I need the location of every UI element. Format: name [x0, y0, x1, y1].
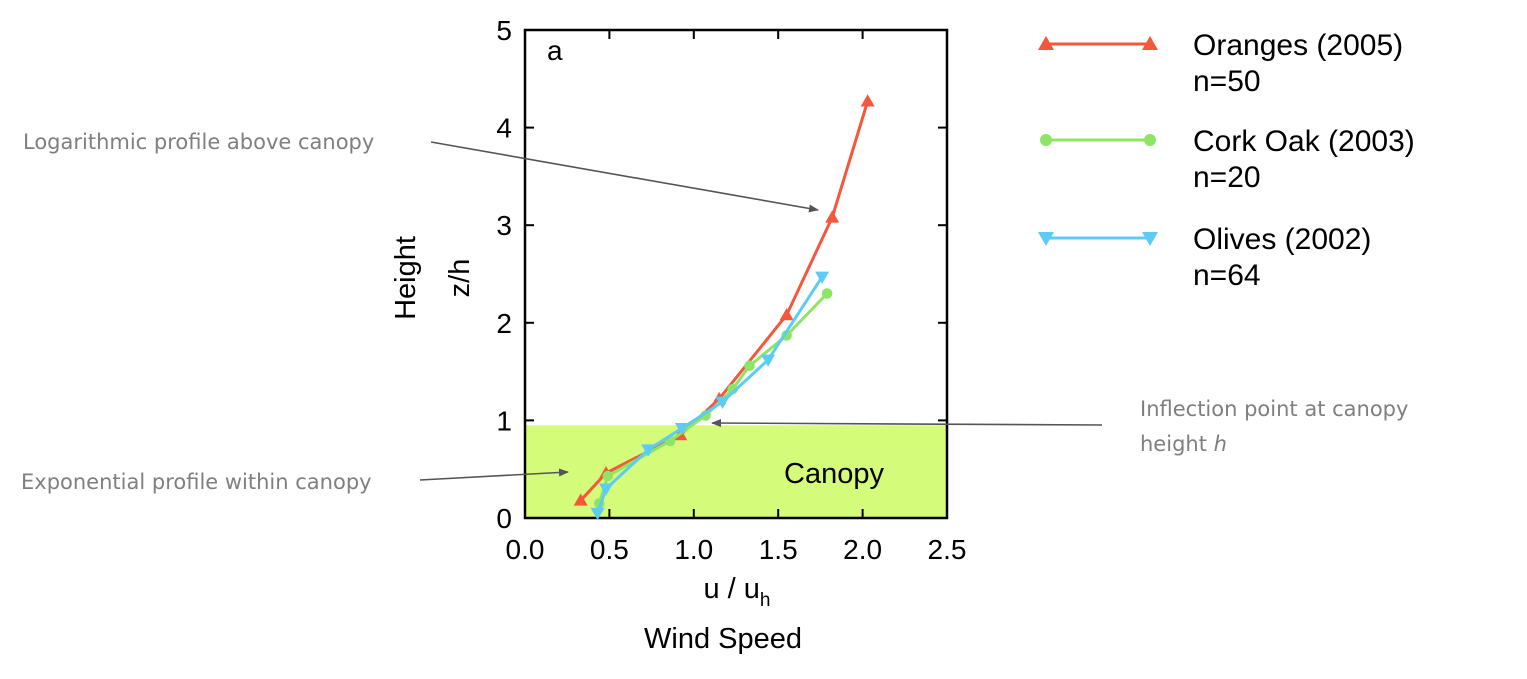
legend-series-name: Olives (2002)	[1193, 223, 1371, 256]
y-tick-label: 4	[496, 113, 512, 144]
legend-marker	[1142, 232, 1158, 246]
annotation-exponential-arrow	[419, 468, 569, 481]
annotation-logarithmic: Logarithmic profile above canopy	[23, 130, 374, 154]
data-point	[715, 396, 730, 409]
legend-series-name: Oranges (2005)	[1193, 29, 1403, 62]
canopy-label: Canopy	[784, 458, 884, 490]
y-tick-label: 2	[496, 308, 512, 339]
data-point	[590, 507, 605, 521]
x-axis-caption: Wind Speed	[644, 623, 802, 655]
legend-n-label: n=20	[1193, 161, 1261, 194]
x-tick-label: 2.0	[843, 534, 882, 565]
annotation-inflection-line1: Inflection point at canopy	[1140, 397, 1408, 421]
data-point	[602, 470, 613, 482]
data-point	[761, 354, 776, 367]
legend: Oranges (2005)n=50 Cork Oak (2003)n=20 Oli…	[1038, 29, 1415, 292]
annotation-logarithmic-arrow	[430, 141, 819, 213]
x-axis-label-main: u / u	[703, 573, 759, 605]
annotation-inflection-arrow	[711, 419, 1103, 428]
data-point	[744, 360, 755, 371]
annotation-inflection-italic: h	[1214, 432, 1227, 456]
legend-marker	[1038, 232, 1054, 246]
x-tick-label: 1.5	[759, 534, 798, 565]
y-axis-caption: Height	[390, 236, 422, 320]
plot-frame	[523, 28, 949, 520]
annotation-exponential: Exponential profile within canopy	[21, 470, 372, 494]
legend-n-label: n=64	[1193, 259, 1261, 292]
data-point	[815, 271, 830, 284]
data-point	[779, 307, 794, 321]
x-tick-label: 0.0	[506, 534, 545, 565]
legend-series-name: Cork Oak (2003)	[1193, 125, 1415, 158]
legend-marker	[1040, 134, 1052, 146]
panel-label: a	[547, 35, 563, 66]
legend-n-label: n=50	[1193, 65, 1261, 98]
legend-marker	[1142, 36, 1158, 50]
data-point	[641, 444, 656, 457]
data-point	[599, 483, 614, 496]
x-axis-label: u / uh	[703, 573, 770, 611]
axis-ticks: 0.0 0.5 1.0 1.5 2.0 2.5 0 1 2 3 4 5	[496, 15, 966, 565]
legend-marker	[1144, 134, 1156, 146]
legend-item-1: Cork Oak (2003)n=20	[1040, 125, 1415, 194]
series-layer	[573, 94, 875, 521]
data-point	[573, 493, 588, 506]
x-tick-label: 1.0	[674, 534, 713, 565]
data-point	[821, 288, 833, 299]
y-tick-label: 5	[496, 15, 512, 46]
y-tick-label: 3	[496, 210, 512, 241]
annotation-inflection-text: height	[1140, 432, 1214, 456]
x-tick-label: 0.5	[590, 534, 629, 565]
legend-item-2: Olives (2002)n=64	[1038, 223, 1371, 292]
legend-item-0: Oranges (2005)n=50	[1038, 29, 1403, 98]
y-axis-label: z/h	[444, 259, 476, 298]
legend-marker	[1038, 36, 1054, 50]
y-tick-label: 1	[496, 405, 512, 436]
y-tick-label: 0	[496, 503, 512, 534]
annotation-inflection-line2: height h	[1140, 432, 1227, 456]
data-point	[860, 94, 875, 107]
x-axis-label-subscript: h	[760, 590, 771, 611]
x-tick-label: 2.5	[928, 534, 967, 565]
data-point	[674, 422, 689, 436]
data-point	[825, 210, 840, 223]
series-2	[590, 271, 830, 521]
